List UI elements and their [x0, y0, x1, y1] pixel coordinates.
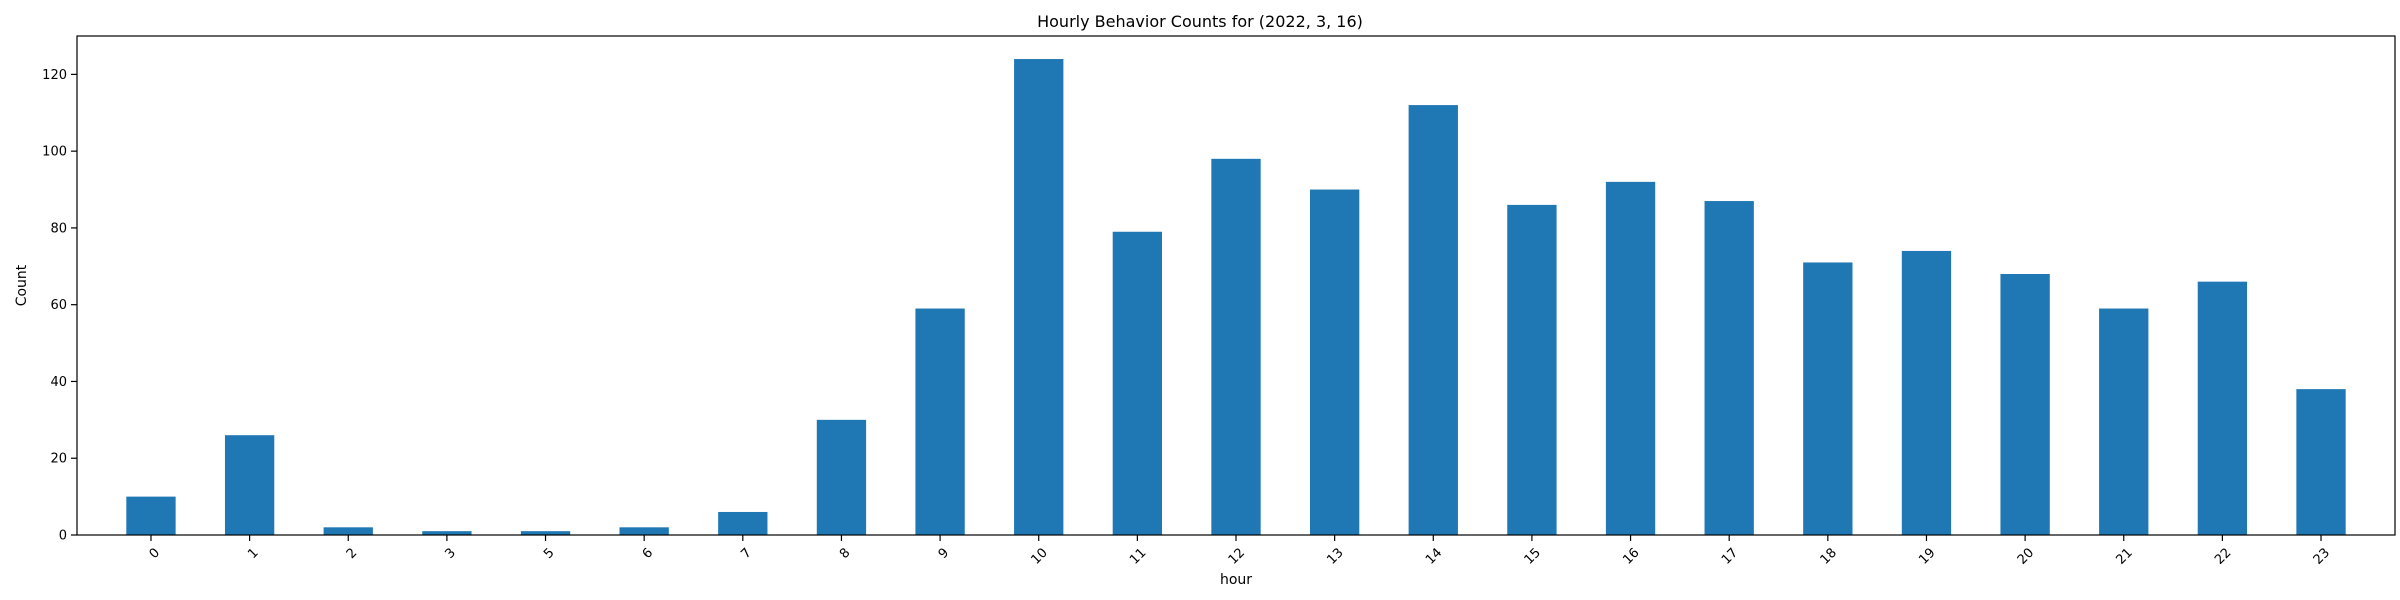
x-tick-label: 22 [2212, 545, 2234, 567]
x-tick-label: 5 [541, 545, 557, 561]
x-tick-label: 15 [1522, 545, 1544, 567]
x-tick-label: 20 [2015, 545, 2037, 567]
x-tick-label: 21 [2113, 545, 2135, 567]
y-tick-label: 100 [42, 145, 67, 160]
y-tick-label: 60 [50, 298, 67, 313]
bar-hour-17 [1704, 201, 1754, 536]
x-tick-label: 23 [2311, 545, 2333, 567]
y-tick-label: 0 [59, 529, 67, 544]
plot-frame [76, 35, 2396, 536]
x-tick-label: 13 [1324, 545, 1346, 567]
x-tick-label: 6 [640, 545, 656, 561]
bar-hour-21 [2099, 308, 2149, 535]
x-tick-label: 7 [738, 545, 754, 561]
y-tick-label: 80 [50, 221, 67, 236]
bar-hour-5 [520, 531, 571, 535]
bar-hour-12 [1211, 158, 1261, 536]
bar-hour-3 [422, 531, 472, 535]
bar-hour-0 [126, 496, 176, 535]
y-tick-label: 120 [42, 68, 67, 83]
bar-hour-18 [1803, 262, 1853, 535]
x-tick-label: 19 [1916, 545, 1938, 567]
bar-hour-8 [816, 419, 867, 535]
x-tick-label: 11 [1127, 545, 1149, 567]
x-tick-label: 1 [245, 545, 261, 561]
bar-hour-15 [1507, 204, 1557, 535]
bar-hour-23 [2296, 389, 2346, 535]
y-axis: 0 20 40 60 80 100 120 [42, 68, 77, 544]
y-tick-label: 20 [50, 452, 67, 467]
bar-hour-16 [1605, 181, 1656, 535]
bar-hour-20 [2000, 273, 2050, 535]
x-tick-label: 0 [147, 545, 163, 561]
bar-hour-7 [718, 511, 768, 535]
bar-hour-14 [1408, 105, 1458, 535]
bar-hour-2 [323, 527, 373, 535]
bar-hour-19 [1901, 250, 1952, 535]
bar-hour-10 [1014, 59, 1064, 536]
x-tick-label: 16 [1620, 545, 1642, 567]
bar-hour-6 [619, 527, 669, 535]
x-tick-label: 10 [1028, 545, 1050, 567]
bar-hour-1 [224, 435, 275, 535]
bar-hour-9 [915, 308, 965, 535]
x-tick-label: 14 [1423, 545, 1445, 567]
bar-hour-13 [1309, 189, 1360, 536]
chart-title: Hourly Behavior Counts for (2022, 3, 16) [1037, 12, 1363, 31]
bar-hour-22 [2197, 281, 2248, 535]
y-tick-label: 40 [50, 375, 67, 390]
x-tick-label: 17 [1719, 545, 1741, 567]
x-axis: 0 1 2 3 5 6 7 8 9 10 11 12 13 14 15 16 17 18 19 20 21 22 23 [147, 535, 2333, 568]
bars-layer [126, 59, 2346, 536]
x-tick-label: 18 [1818, 545, 1840, 567]
x-tick-label: 12 [1226, 545, 1248, 567]
x-tick-label: 3 [442, 545, 458, 561]
x-tick-label: 8 [837, 545, 853, 561]
x-tick-label: 9 [936, 545, 952, 561]
y-axis-label: Count [14, 264, 30, 306]
x-axis-label: hour [1220, 572, 1252, 588]
x-tick-label: 2 [344, 545, 360, 561]
bar-hour-11 [1112, 231, 1163, 535]
